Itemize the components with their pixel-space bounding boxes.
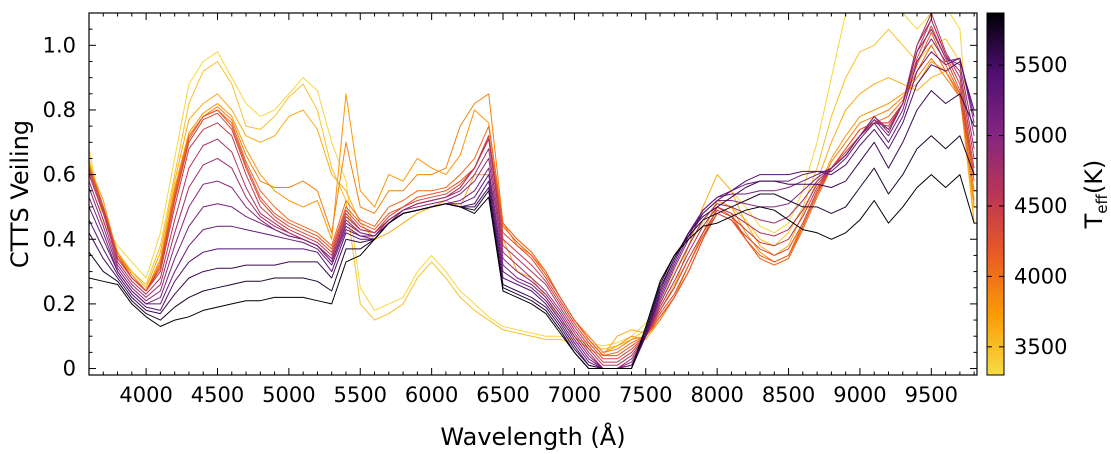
series-line-1 <box>89 28 975 350</box>
x-axis-title: Wavelength (Å) <box>440 422 625 451</box>
series-line-5 <box>89 44 975 357</box>
x-tick-label: 6000 <box>405 383 458 407</box>
series-line-4 <box>89 57 975 353</box>
series-line-12 <box>89 38 975 369</box>
y-tick-label: 0 <box>63 357 76 381</box>
colorbar-tick-label: 5500 <box>1014 53 1067 77</box>
y-tick-label: 1.0 <box>43 33 76 57</box>
x-tick-label: 4000 <box>119 383 172 407</box>
colorbar-tick-label: 4000 <box>1014 264 1067 288</box>
series-line-3 <box>89 61 975 353</box>
series-line-0 <box>89 13 975 347</box>
y-tick-label: 0.8 <box>43 98 76 122</box>
series-line-15 <box>89 90 975 369</box>
series-line-11 <box>89 28 975 369</box>
x-tick-label: 9000 <box>833 383 886 407</box>
x-tick-label: 7000 <box>548 383 601 407</box>
x-tick-label: 5000 <box>262 383 315 407</box>
series-lines <box>89 13 975 369</box>
series-line-6 <box>89 31 975 357</box>
colorbar-tick-label: 4500 <box>1014 194 1067 218</box>
series-line-14 <box>89 61 975 369</box>
series-line-8 <box>89 19 975 363</box>
colorbar-gradient <box>986 12 1005 376</box>
x-tick-label: 8500 <box>762 383 815 407</box>
x-tick-label: 7500 <box>619 383 672 407</box>
x-tick-label: 9500 <box>905 383 958 407</box>
colorbar-ticks: 3500 4000 4500 5000 5500 <box>987 53 1067 359</box>
colorbar-title: Teff(K) <box>1080 160 1111 230</box>
series-line-16 <box>89 135 975 369</box>
series-line-7 <box>89 25 975 360</box>
x-tick-label: 8000 <box>690 383 743 407</box>
y-axis: 0 0.2 0.4 0.6 0.8 1.0 <box>43 28 977 381</box>
y-tick-label: 0.6 <box>43 163 76 187</box>
colorbar-tick-label: 3500 <box>1014 335 1067 359</box>
series-line-17 <box>89 174 975 369</box>
x-tick-label: 5500 <box>334 383 387 407</box>
x-tick-label: 4500 <box>191 383 244 407</box>
series-line-9 <box>89 13 975 366</box>
y-axis-title: CTTS Veiling <box>6 120 34 268</box>
colorbar: 3500 4000 4500 5000 5500 Teff(K) <box>986 12 1111 376</box>
colorbar-tick-label: 5000 <box>1014 124 1067 148</box>
y-tick-label: 0.4 <box>43 227 76 251</box>
series-line-10 <box>89 19 975 369</box>
y-tick-label: 0.2 <box>43 292 76 316</box>
plot-frame <box>88 12 978 376</box>
series-line-13 <box>89 51 975 369</box>
x-tick-label: 6500 <box>476 383 529 407</box>
x-axis: 4000 4500 5000 5500 6000 6500 7000 7500 8000 8500… <box>102 13 975 407</box>
